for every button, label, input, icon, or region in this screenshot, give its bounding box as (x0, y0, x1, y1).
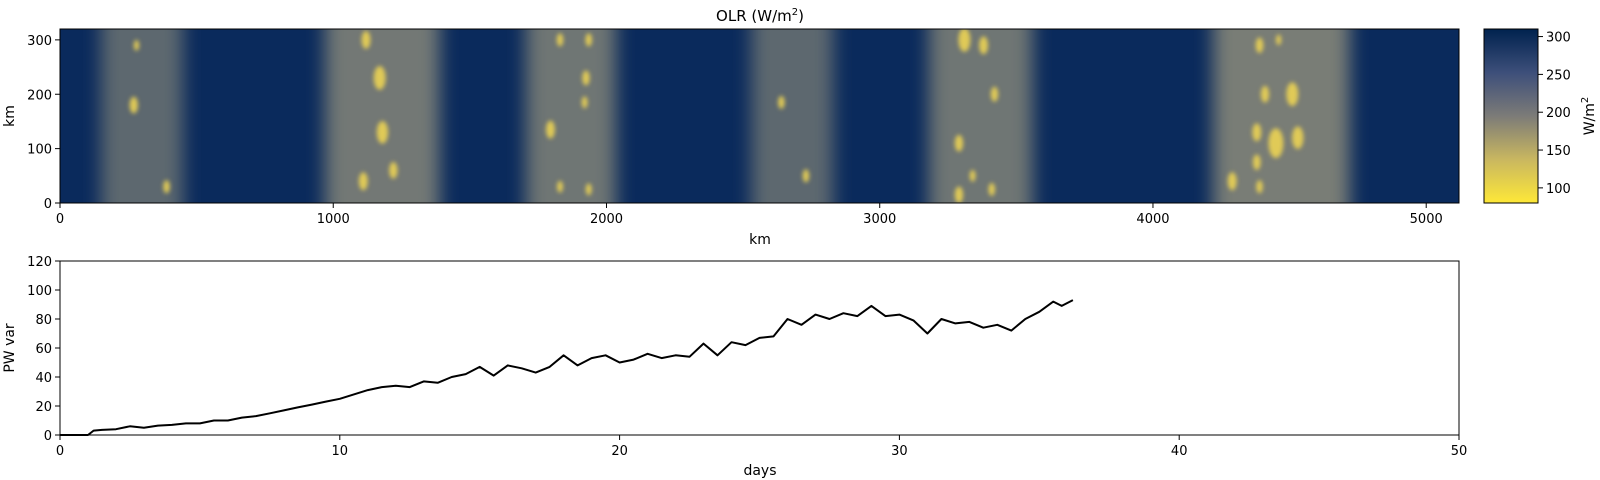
cloud-cell-21 (969, 169, 976, 182)
convective-bands (100, 29, 1350, 203)
line-y-tick-label: 20 (35, 400, 52, 415)
heatmap-y-axis-label: km (2, 105, 18, 127)
cloud-cell-4 (373, 65, 386, 90)
heatmap-x-tick-label: 5000 (1410, 212, 1443, 227)
line-x-tick-label: 0 (56, 444, 64, 459)
deep-convective-clouds (129, 29, 1304, 203)
line-x-tick-label: 10 (332, 444, 349, 459)
convective-band-2 (525, 29, 617, 203)
colorbar-ticks: 100 150 200 250 300 (1538, 31, 1571, 197)
cloud-cell-7 (389, 162, 398, 179)
cloud-cell-30 (1292, 126, 1304, 150)
line-x-ticks: 0 10 20 30 40 50 (56, 435, 1467, 459)
cloud-cell-23 (988, 182, 996, 196)
heatmap-frame (59, 28, 1460, 204)
colorbar-tick-label: 300 (1546, 31, 1571, 46)
line-y-tick-label: 60 (35, 342, 52, 357)
line-x-axis-label: days (743, 463, 776, 479)
heatmap-x-ticks: 0 1000 2000 3000 4000 5000 (56, 203, 1443, 227)
heatmap-y-tick-label: 0 (44, 197, 52, 212)
line-y-ticks: 0 20 40 60 80 100 120 (27, 255, 60, 444)
colorbar-tick-label: 250 (1546, 68, 1571, 83)
line-x-tick-label: 30 (891, 444, 908, 459)
colorbar-gradient (1483, 28, 1539, 204)
heatmap-x-tick-label: 2000 (590, 212, 623, 227)
cloud-cell-27 (1286, 82, 1299, 107)
heatmap-title: OLR (W/m2) (716, 7, 804, 25)
heatmap-x-axis-label: km (749, 232, 771, 248)
olr-colorbar: 100 150 200 250 300 W/m2 (1483, 28, 1598, 204)
cloud-cell-6 (358, 172, 368, 191)
line-y-tick-label: 80 (35, 313, 52, 328)
cloud-cell-10 (582, 70, 590, 86)
cloud-cell-1 (129, 96, 138, 114)
cloud-cell-15 (778, 95, 785, 109)
pw-variance-panel: 0 10 20 30 40 50 0 20 40 60 80 100 120 days PW var (2, 255, 1467, 479)
cloud-cell-26 (1260, 85, 1270, 103)
cloud-cell-25 (1275, 34, 1282, 46)
convective-band-3 (751, 29, 834, 203)
cloud-cell-9 (585, 33, 593, 47)
cloud-cell-29 (1268, 128, 1284, 159)
cloud-cell-20 (954, 134, 964, 152)
colorbar-tick-label: 150 (1546, 144, 1571, 159)
heatmap-y-tick-label: 100 (27, 143, 52, 158)
cloud-cell-22 (954, 186, 964, 203)
line-y-tick-label: 100 (27, 284, 52, 299)
line-y-tick-label: 120 (27, 255, 52, 270)
cloud-cell-12 (545, 120, 555, 139)
olr-heatmap-panel: OLR (W/m2) 0 1000 2000 3000 4000 5000 0 100 200… (2, 7, 1460, 248)
line-x-tick-label: 40 (1171, 444, 1188, 459)
cloud-cell-17 (958, 29, 971, 52)
convective-band-4 (928, 29, 1033, 203)
cloud-cell-31 (1252, 154, 1261, 170)
cloud-cell-3 (361, 30, 371, 49)
cloud-cell-13 (557, 180, 564, 193)
heatmap-x-tick-label: 1000 (317, 212, 350, 227)
line-y-tick-label: 0 (44, 429, 52, 444)
line-y-axis-label: PW var (2, 323, 18, 373)
heatmap-y-tick-label: 300 (27, 34, 52, 49)
cloud-cell-24 (1255, 37, 1264, 54)
heatmap-x-tick-label: 4000 (1136, 212, 1169, 227)
convective-band-5 (1213, 29, 1350, 203)
colorbar-label: W/m2 (1580, 97, 1598, 136)
cloud-cell-8 (556, 33, 564, 47)
line-y-tick-label: 40 (35, 371, 52, 386)
cloud-cell-5 (376, 120, 389, 144)
cloud-cell-2 (163, 180, 170, 194)
cloud-cell-19 (990, 86, 999, 102)
heatmap-y-ticks: 0 100 200 300 (27, 34, 60, 212)
line-x-tick-label: 20 (611, 444, 628, 459)
pw-variance-line (60, 299, 1074, 436)
line-x-tick-label: 50 (1451, 444, 1468, 459)
cloud-cell-11 (581, 96, 588, 109)
colorbar-tick-label: 200 (1546, 106, 1571, 121)
convective-band-1 (325, 29, 440, 203)
line-plot-frame (59, 260, 1460, 436)
heatmap-x-tick-label: 0 (56, 212, 64, 227)
heatmap-y-tick-label: 200 (27, 88, 52, 103)
cloud-cell-33 (1256, 180, 1263, 194)
cloud-cell-14 (585, 183, 592, 196)
cloud-cell-0 (133, 39, 140, 51)
cloud-cell-32 (1227, 172, 1237, 191)
cloud-cell-18 (979, 36, 989, 55)
convective-band-0 (100, 29, 183, 203)
cloud-cell-28 (1252, 123, 1262, 142)
cloud-cell-16 (802, 169, 810, 183)
heatmap-x-tick-label: 3000 (863, 212, 896, 227)
colorbar-tick-label: 100 (1546, 182, 1571, 197)
